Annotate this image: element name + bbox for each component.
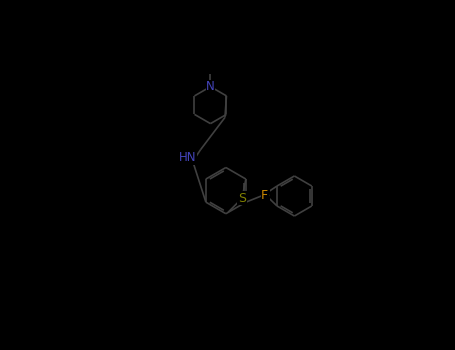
Text: N: N (206, 80, 215, 93)
Text: S: S (261, 188, 269, 201)
Text: S: S (238, 192, 246, 205)
Text: HN: HN (179, 151, 196, 164)
Text: F: F (261, 189, 268, 202)
